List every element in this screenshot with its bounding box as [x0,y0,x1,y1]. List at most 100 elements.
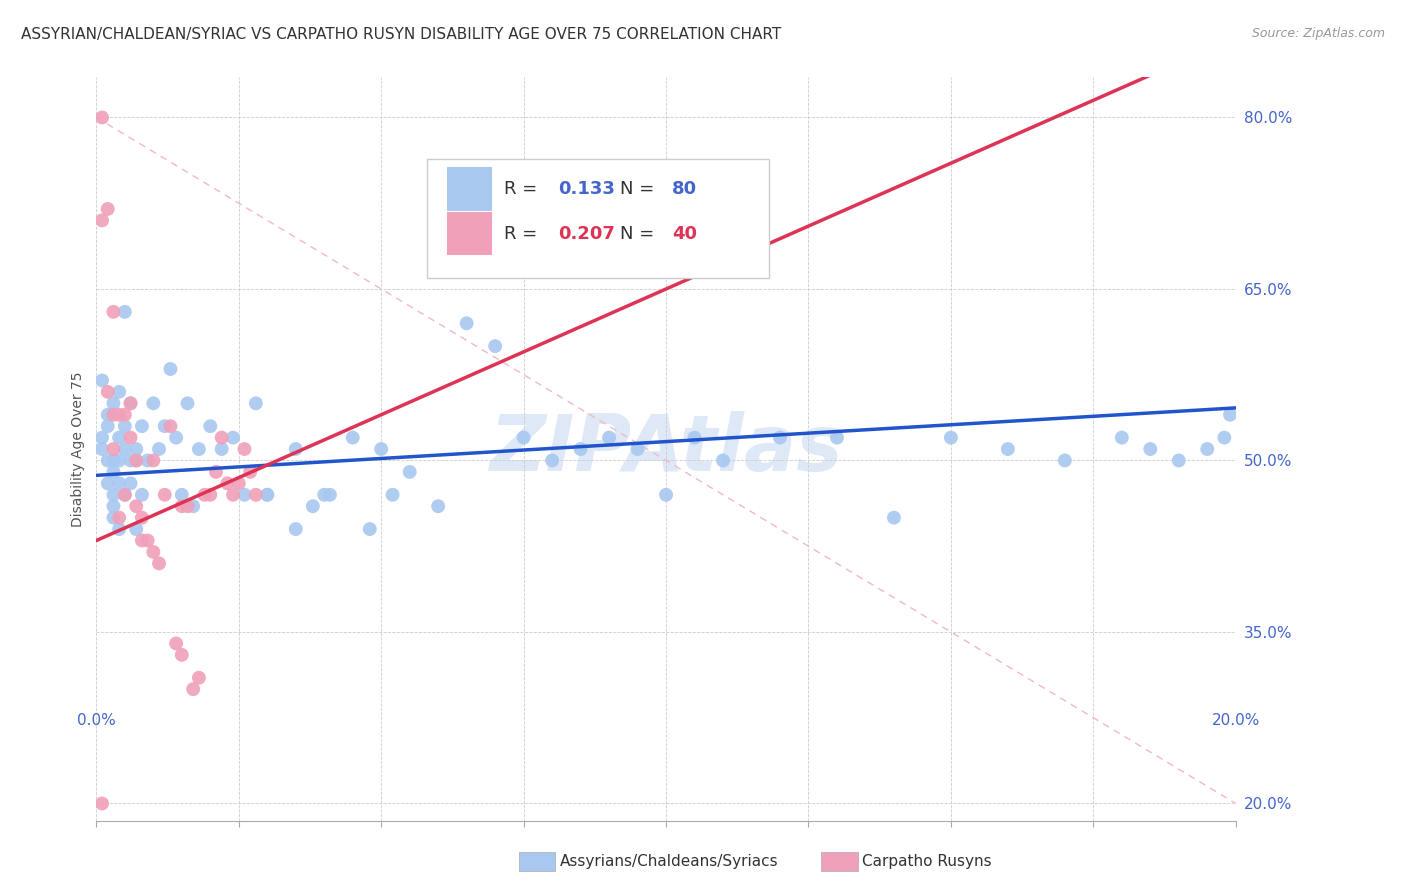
Point [1213,431,1236,445]
Point [228,476,250,491]
Point [136,533,159,548]
Point [211,431,233,445]
Text: ASSYRIAN/CHALDEAN/SYRIAC VS CARPATHO RUSYN DISABILITY AGE OVER 75 CORRELATION CH: ASSYRIAN/CHALDEAN/SYRIAC VS CARPATHO RUS… [21,27,782,42]
Point [148,442,170,456]
Point [484,339,506,353]
Point [125,453,148,467]
Point [142,545,165,559]
Point [125,453,148,467]
Point [541,453,564,467]
Point [108,522,131,536]
Point [181,499,204,513]
Text: 20.0%: 20.0% [1212,713,1260,728]
Point [569,442,592,456]
Point [114,419,136,434]
Point [239,465,262,479]
Point [1139,442,1161,456]
Y-axis label: Disability Age Over 75: Disability Age Over 75 [72,371,86,527]
Point [319,488,342,502]
Point [200,419,222,434]
Text: Source: ZipAtlas.com: Source: ZipAtlas.com [1251,27,1385,40]
Point [939,431,962,445]
Point [153,419,176,434]
FancyBboxPatch shape [447,211,492,255]
Text: ZIPAtlas: ZIPAtlas [489,411,842,487]
Point [217,476,239,491]
Point [370,442,392,456]
Point [997,442,1019,456]
Point [1167,453,1189,467]
Point [512,431,534,445]
Point [120,476,142,491]
Point [136,453,159,467]
Point [120,431,142,445]
Point [187,442,209,456]
Text: N =: N = [620,225,661,243]
Point [91,431,114,445]
Point [108,384,131,399]
Text: N =: N = [620,180,661,198]
Point [97,408,120,422]
Point [769,431,792,445]
Point [626,442,648,456]
Point [302,499,325,513]
FancyBboxPatch shape [427,159,769,278]
Point [131,419,153,434]
Point [314,488,336,502]
Point [131,488,153,502]
Point [284,442,307,456]
Point [176,396,198,410]
Text: 0.133: 0.133 [558,180,614,198]
Point [97,384,120,399]
Point [883,510,905,524]
Point [91,442,114,456]
Point [97,453,120,467]
Point [108,453,131,467]
Point [142,453,165,467]
Text: R =: R = [505,180,543,198]
Point [170,648,193,662]
Point [108,408,131,422]
Point [120,396,142,410]
Point [233,488,256,502]
Point [131,533,153,548]
Point [359,522,381,536]
Point [142,396,165,410]
Point [103,465,125,479]
Point [97,419,120,434]
Point [91,111,114,125]
Point [91,373,114,387]
Point [103,499,125,513]
Point [187,671,209,685]
Point [222,488,245,502]
Text: 0.0%: 0.0% [77,713,115,728]
Point [114,488,136,502]
Point [114,442,136,456]
Point [1111,431,1133,445]
Point [205,465,228,479]
Point [598,431,620,445]
Point [825,431,848,445]
Point [125,442,148,456]
Point [456,316,478,330]
Point [103,396,125,410]
Point [398,465,420,479]
Point [103,453,125,467]
Point [381,488,404,502]
Point [103,442,125,456]
Text: Assyrians/Chaldeans/Syriacs: Assyrians/Chaldeans/Syriacs [560,855,778,869]
Point [114,408,136,422]
Point [284,522,307,536]
Point [655,488,678,502]
Point [108,476,131,491]
Point [427,499,450,513]
Point [181,682,204,697]
Point [103,408,125,422]
Point [114,488,136,502]
Point [1197,442,1219,456]
Point [159,362,181,376]
Point [170,488,193,502]
Point [176,499,198,513]
Point [245,396,267,410]
Point [165,636,187,650]
